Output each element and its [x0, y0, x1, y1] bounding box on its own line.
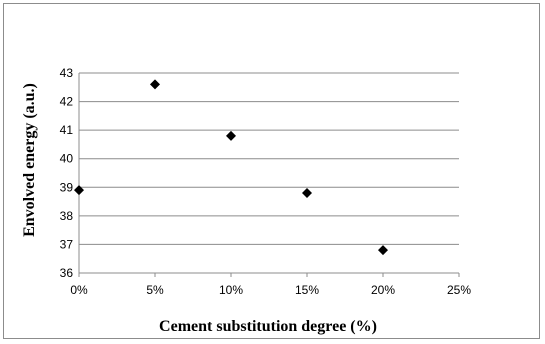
y-tick-label: 39	[60, 180, 74, 194]
y-tick-label: 36	[60, 266, 74, 280]
y-tick-label: 40	[60, 152, 74, 166]
y-tick-label: 38	[60, 209, 74, 223]
y-tick-label: 37	[60, 237, 74, 251]
x-tick-label: 20%	[371, 283, 395, 297]
y-tick-label: 43	[60, 66, 74, 80]
x-axis-label: Cement substitution degree (%)	[159, 318, 377, 335]
data-point	[226, 130, 236, 141]
x-tick-label: 25%	[447, 283, 471, 297]
y-tick-label: 42	[60, 95, 74, 109]
axes	[78, 73, 460, 277]
x-tick-label: 10%	[219, 283, 243, 297]
gridlines	[79, 72, 459, 245]
data-points	[74, 79, 388, 256]
data-point	[74, 185, 84, 196]
y-tick-labels: 36 37 38 39 40 41 42 43	[60, 66, 74, 280]
x-tick-label: 5%	[146, 283, 164, 297]
data-point	[150, 79, 160, 90]
y-tick-label: 41	[60, 123, 74, 137]
data-point	[378, 245, 388, 256]
y-axis-label: Envolved energy (a.u.)	[21, 83, 38, 237]
x-tick-labels: 0% 5% 10% 15% 20% 25%	[70, 283, 471, 297]
chart-frame	[3, 3, 540, 339]
x-tick-label: 15%	[295, 283, 319, 297]
data-point	[302, 188, 312, 198]
x-tick-label: 0%	[70, 283, 88, 297]
